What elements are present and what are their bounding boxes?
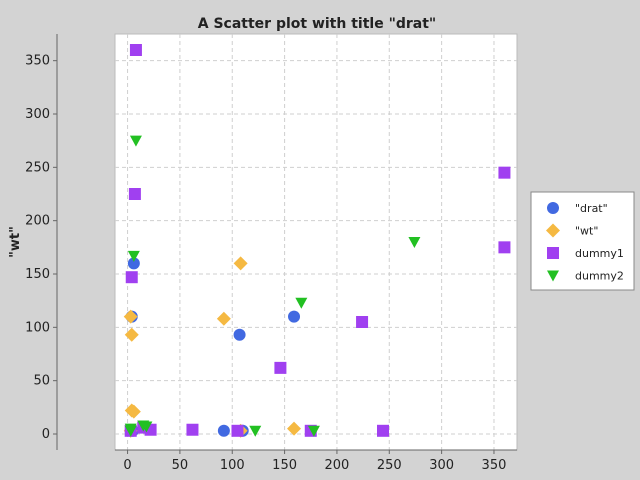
data-point-dummy2 <box>249 425 262 437</box>
legend-marker-drat <box>547 202 559 214</box>
legend-label-wt: "wt" <box>575 225 598 238</box>
data-point-dummy2 <box>127 250 140 262</box>
data-point-dummy2 <box>295 297 308 309</box>
y-tick-label: 250 <box>25 160 50 175</box>
x-tick-label: 0 <box>123 458 131 473</box>
x-tick-label: 150 <box>272 458 297 473</box>
data-point-dummy2 <box>408 237 421 248</box>
y-tick-label: 200 <box>25 214 50 229</box>
data-point-dummy1 <box>498 166 511 179</box>
grid-lines <box>115 34 517 450</box>
data-point-wt <box>287 421 302 436</box>
y-tick-label: 0 <box>42 427 50 442</box>
data-point-dummy1 <box>231 424 244 437</box>
data-point-dummy1 <box>129 44 142 56</box>
data-point-wt <box>126 404 141 419</box>
data-point-wt <box>123 309 138 324</box>
data-point-wt <box>124 327 139 342</box>
legend: "drat" "wt" dummy1 dummy2 <box>530 191 635 291</box>
legend-label-drat: "drat" <box>575 202 608 215</box>
data-point-dummy2 <box>124 425 137 437</box>
x-tick-label: 300 <box>429 458 454 473</box>
data-point-drat <box>288 310 301 323</box>
y-tick-label: 350 <box>25 54 50 69</box>
legend-marker-dummy2 <box>547 270 559 282</box>
plot-area <box>114 33 518 451</box>
x-tick-label: 50 <box>172 458 189 473</box>
data-point-wt <box>216 311 231 326</box>
x-tick-label: 350 <box>482 458 507 473</box>
data-point-drat <box>127 257 140 270</box>
data-point-dummy2 <box>129 135 142 147</box>
data-points <box>123 44 511 438</box>
data-point-drat <box>217 424 230 437</box>
x-tick-label: 200 <box>325 458 350 473</box>
y-tick-label: 100 <box>25 320 50 335</box>
y-tick-label: 50 <box>33 374 50 389</box>
legend-marker-dummy1 <box>547 247 559 259</box>
legend-marker-wt <box>546 223 560 238</box>
data-point-dummy1 <box>186 423 199 436</box>
data-point-dummy1 <box>498 241 511 254</box>
axis-ticks: 0 50 100 150 200 250 300 350 0 50 100 150 200 250 300 3… <box>25 54 506 473</box>
data-point-dummy1 <box>356 316 369 328</box>
y-tick-label: 300 <box>25 107 50 122</box>
data-point-dummy1 <box>125 271 138 284</box>
y-tick-label: 150 <box>25 267 50 282</box>
data-point-dummy1 <box>128 188 141 200</box>
data-point-dummy2 <box>307 425 320 437</box>
data-point-dummy1 <box>274 361 287 374</box>
data-point-dummy2 <box>140 421 153 433</box>
y-axis-title: "wt" <box>8 226 23 258</box>
x-tick-label: 100 <box>220 458 245 473</box>
legend-label-dummy2: dummy2 <box>575 270 624 283</box>
x-tick-label: 250 <box>377 458 402 473</box>
data-point-dummy1 <box>377 424 389 437</box>
data-point-wt <box>233 256 248 271</box>
legend-label-dummy1: dummy1 <box>575 247 624 260</box>
data-point-drat <box>233 328 246 341</box>
chart-title: A Scatter plot with title "drat" <box>198 16 436 32</box>
